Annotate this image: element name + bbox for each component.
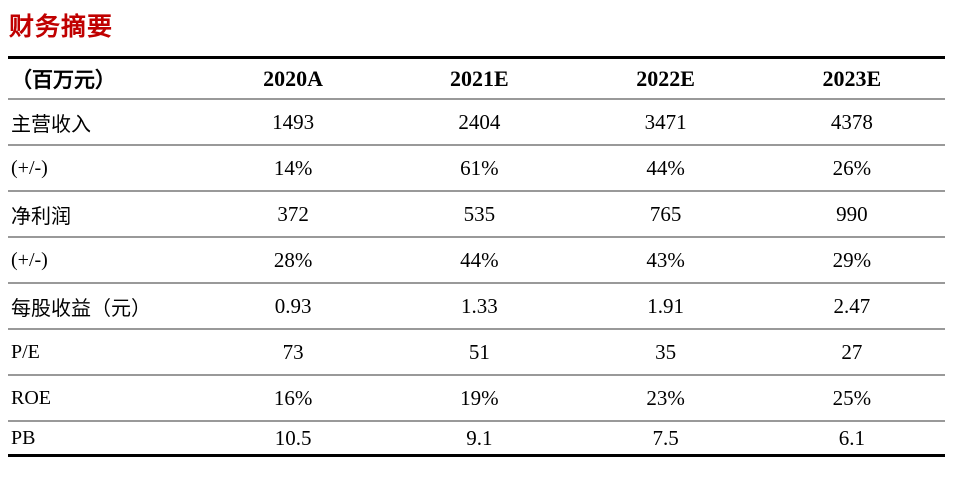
col-header-2023e: 2023E — [822, 65, 882, 91]
cell-value: 2404 — [458, 109, 501, 134]
cell-value: 10.5 — [274, 425, 312, 450]
cell-value: 990 — [836, 201, 868, 226]
row-label: (+/-) — [11, 156, 48, 179]
row-label: ROE — [11, 386, 51, 409]
table-row: 每股收益（元） 0.93 1.33 1.91 2.47 — [8, 283, 945, 329]
cell-value: 51 — [468, 339, 490, 364]
cell-value: 3471 — [644, 109, 687, 134]
cell-value: 6.1 — [838, 425, 865, 450]
cell-value: 73 — [282, 339, 304, 364]
cell-value: 61% — [460, 155, 499, 180]
row-label: 主营收入 — [11, 113, 91, 136]
table-row: (+/-) 14% 61% 44% 26% — [8, 145, 945, 191]
cell-value: 1.91 — [647, 293, 684, 318]
row-label: PB — [11, 426, 36, 449]
row-label: P/E — [11, 340, 40, 363]
cell-value: 7.5 — [652, 425, 679, 450]
financial-summary-table: （百万元） 2020A 2021E 2022E 2023E 主营收入 1493 24… — [8, 56, 945, 457]
table-row: (+/-) 28% 44% 43% 29% — [8, 237, 945, 283]
cell-value: 14% — [273, 155, 313, 180]
row-label: 每股收益（元） — [11, 297, 151, 320]
cell-value: 25% — [832, 385, 872, 410]
cell-value: 23% — [646, 385, 685, 410]
table-row: PB 10.5 9.1 7.5 6.1 — [8, 421, 945, 456]
table-row: 主营收入 1493 2404 3471 4378 — [8, 99, 945, 145]
row-label: 净利润 — [11, 205, 71, 228]
cell-value: 4378 — [830, 109, 873, 134]
cell-value: 2.47 — [833, 293, 871, 318]
cell-value: 44% — [460, 247, 499, 272]
col-header-2022e: 2022E — [636, 65, 695, 91]
table-row: 净利润 372 535 765 990 — [8, 191, 945, 237]
cell-value: 9.1 — [466, 425, 493, 450]
unit-header: （百万元） — [11, 67, 116, 92]
row-label: (+/-) — [11, 248, 48, 271]
cell-value: 44% — [646, 155, 685, 180]
cell-value: 28% — [273, 247, 313, 272]
cell-value: 1.33 — [461, 293, 498, 318]
table-body: 主营收入 1493 2404 3471 4378 (+/-) 14% 61% 44% 26% 净利润… — [8, 99, 945, 456]
header-row: （百万元） 2020A 2021E 2022E 2023E — [8, 58, 945, 99]
cell-value: 16% — [273, 385, 313, 410]
cell-value: 27 — [841, 339, 863, 364]
table-row: P/E 73 51 35 27 — [8, 329, 945, 375]
cell-value: 0.93 — [274, 293, 312, 318]
cell-value: 19% — [460, 385, 499, 410]
cell-value: 535 — [463, 201, 496, 226]
cell-value: 765 — [649, 201, 682, 226]
cell-value: 1493 — [272, 109, 315, 134]
col-header-2021e: 2021E — [450, 65, 509, 91]
cell-value: 372 — [277, 201, 309, 226]
cell-value: 26% — [832, 155, 872, 180]
section-title: 财务摘要 — [9, 13, 114, 41]
cell-value: 29% — [832, 247, 872, 272]
cell-value: 43% — [646, 247, 685, 272]
col-header-2020a: 2020A — [263, 65, 324, 91]
cell-value: 35 — [655, 339, 677, 364]
table-row: ROE 16% 19% 23% 25% — [8, 375, 945, 421]
